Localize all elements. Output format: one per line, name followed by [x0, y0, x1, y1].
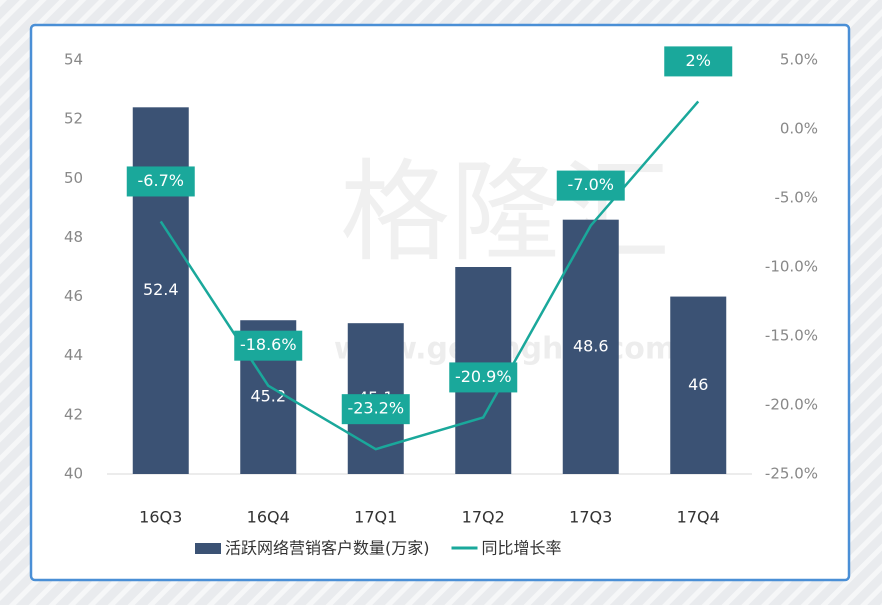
- line-value-label: 2%: [686, 51, 711, 70]
- bar-value-label: 45.2: [250, 387, 286, 406]
- y-tick-label: 50: [64, 169, 83, 187]
- plot: 40 42 44 46 48 50 52 54 -25.0% -20.0% -15.0% -10.0%…: [64, 46, 818, 558]
- bar: [670, 296, 727, 474]
- value-label-box: [449, 362, 518, 393]
- bar-value-label: 48.6: [573, 336, 609, 355]
- x-tick-label: 16Q3: [139, 508, 182, 527]
- x-tick-label: 17Q1: [354, 508, 397, 527]
- value-label-box: [664, 46, 733, 77]
- line-value-label: -20.9%: [455, 367, 512, 386]
- y2-tick-label: -20.0%: [765, 396, 818, 414]
- x-tick-label: 16Q4: [247, 508, 290, 527]
- y-tick-label: 46: [64, 287, 83, 305]
- value-label-box: [341, 394, 410, 425]
- line-value-label: -7.0%: [568, 175, 614, 194]
- bar-value-label: 52.4: [143, 280, 179, 299]
- bar: [562, 219, 619, 474]
- y-tick-label: 42: [64, 405, 83, 423]
- y2-tick-label: 5.0%: [780, 51, 818, 69]
- legend-label: 活跃网络营销客户数量(万家): [225, 539, 430, 558]
- y-tick-label: 54: [64, 51, 83, 69]
- legend-swatch: [195, 543, 221, 554]
- line-value-label: -23.2%: [347, 399, 404, 418]
- value-label-box: [234, 330, 303, 361]
- y-tick-label: 44: [64, 346, 83, 364]
- y2-tick-label: -15.0%: [765, 327, 818, 345]
- x-tick-label: 17Q2: [462, 508, 505, 527]
- value-label-box: [556, 170, 625, 201]
- y2-tick-label: 0.0%: [780, 120, 818, 138]
- x-tick-label: 17Q4: [677, 508, 720, 527]
- x-tick-label: 17Q3: [569, 508, 612, 527]
- y-tick-label: 48: [64, 228, 83, 246]
- line-value-label: -6.7%: [138, 171, 184, 190]
- y2-tick-label: -5.0%: [774, 189, 818, 207]
- line-value-label: -18.6%: [240, 335, 297, 354]
- legend-label: 同比增长率: [482, 539, 562, 558]
- watermark: 格隆汇: [340, 148, 670, 276]
- bar-value-label: 46: [688, 375, 708, 394]
- y2-tick-label: -10.0%: [765, 258, 818, 276]
- y-tick-label: 52: [64, 110, 83, 128]
- y2-tick-label: -25.0%: [765, 465, 818, 483]
- value-label-box: [126, 166, 195, 197]
- y-tick-label: 40: [64, 465, 83, 483]
